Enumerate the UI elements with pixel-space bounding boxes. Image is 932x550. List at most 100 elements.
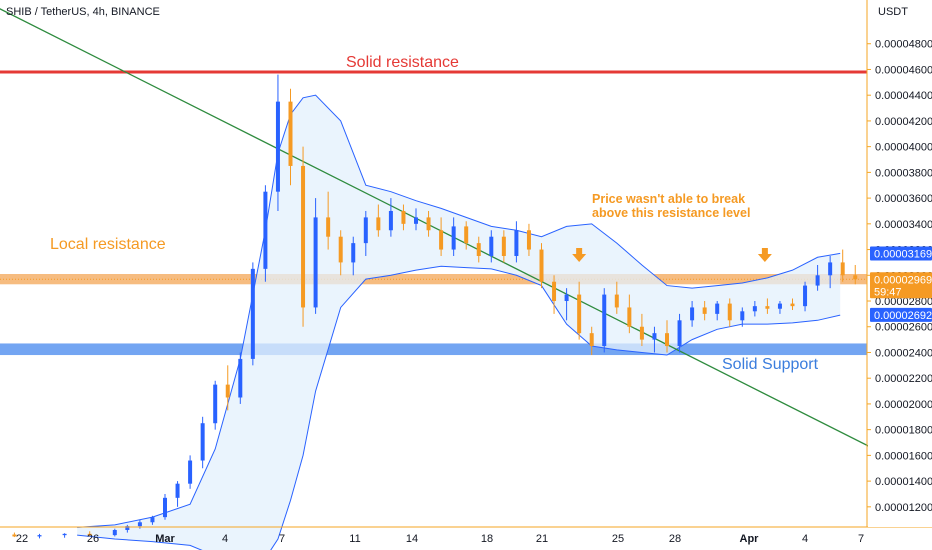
candle-body[interactable] <box>363 217 368 244</box>
x-tick-label: 25 <box>612 533 624 545</box>
candle-body[interactable] <box>702 307 707 314</box>
candle-body[interactable] <box>87 533 92 536</box>
candle-body[interactable] <box>828 262 833 276</box>
y-tick-label: 0.00002400 <box>875 347 932 359</box>
candle-body[interactable] <box>815 275 820 286</box>
candle-body[interactable] <box>501 236 506 256</box>
candle-body[interactable] <box>188 460 193 484</box>
price-tag-value: 0.00003169 <box>874 249 932 261</box>
candle-body[interactable] <box>665 333 669 347</box>
y-tick-label: 0.00003600 <box>875 193 932 205</box>
candle-body[interactable] <box>125 526 130 530</box>
x-tick-label: 7 <box>858 533 864 545</box>
bollinger-lower <box>77 265 841 550</box>
x-tick-label: 22 <box>16 533 28 545</box>
y-tick-label: 0.00002200 <box>875 373 932 385</box>
candle-body[interactable] <box>426 217 431 231</box>
y-tick-label: 0.00002800 <box>875 296 932 308</box>
y-tick-label: 0.00001200 <box>875 502 932 514</box>
candle-body[interactable] <box>401 210 406 224</box>
bollinger-bands <box>77 94 841 550</box>
candle-body[interactable] <box>602 294 607 347</box>
y-tick-label: 0.00004200 <box>875 116 932 128</box>
candle-body[interactable] <box>301 165 306 308</box>
candle-body[interactable] <box>652 333 657 340</box>
candle-body[interactable] <box>288 101 293 166</box>
bands-layer <box>0 70 867 356</box>
candle-body[interactable] <box>213 384 218 424</box>
candle-body[interactable] <box>526 230 531 250</box>
y-axis-panel <box>868 0 932 527</box>
support-band <box>0 343 867 356</box>
candle-body[interactable] <box>12 534 17 537</box>
candle-body[interactable] <box>765 306 770 309</box>
candle-body[interactable] <box>489 236 494 256</box>
annotation-layer: Solid resistance Local resistance Solid Su… <box>50 54 819 373</box>
price-tag <box>870 272 932 299</box>
candle-body[interactable] <box>388 210 393 231</box>
candle-body[interactable] <box>263 191 268 269</box>
candle-body[interactable] <box>539 249 544 282</box>
candle-body[interactable] <box>150 517 155 523</box>
candle-body[interactable] <box>715 303 720 314</box>
candle-body[interactable] <box>464 226 469 244</box>
candles-layer[interactable] <box>0 74 858 539</box>
y-tick-label: 0.00003400 <box>875 219 932 231</box>
candle-body[interactable] <box>853 275 858 280</box>
candle-body[interactable] <box>313 217 318 308</box>
x-tick-label: 7 <box>279 533 285 545</box>
candle-body[interactable] <box>439 230 444 250</box>
candle-body[interactable] <box>627 307 632 327</box>
candle-body[interactable] <box>326 217 331 237</box>
candle-body[interactable] <box>476 243 481 256</box>
candle-body[interactable] <box>200 423 205 461</box>
candle-body[interactable] <box>37 535 42 537</box>
candle-body[interactable] <box>564 294 569 302</box>
candle-body[interactable] <box>376 217 381 231</box>
candle-body[interactable] <box>514 230 519 256</box>
x-tick-label: 14 <box>406 533 418 545</box>
candle-body[interactable] <box>577 294 582 334</box>
candle-body[interactable] <box>614 294 619 308</box>
candle-body[interactable] <box>351 243 356 263</box>
x-tick-label: 18 <box>481 533 493 545</box>
candle-body[interactable] <box>451 226 456 250</box>
candle-body[interactable] <box>690 307 695 321</box>
candle-body[interactable] <box>790 303 795 307</box>
x-tick-label: 11 <box>349 533 360 545</box>
candle-body[interactable] <box>62 533 67 536</box>
candle-body[interactable] <box>275 101 280 192</box>
candle-body[interactable] <box>840 262 845 276</box>
candle-body[interactable] <box>238 358 243 398</box>
candle-body[interactable] <box>740 311 745 321</box>
candle-body[interactable] <box>752 306 757 312</box>
candle-body[interactable] <box>677 320 682 347</box>
candle-body[interactable] <box>777 303 782 309</box>
price-tag <box>870 246 932 261</box>
candle-body[interactable] <box>338 236 343 263</box>
candle-body[interactable] <box>414 217 418 224</box>
candle-body[interactable] <box>163 497 167 518</box>
down-arrow-icon <box>572 247 587 262</box>
price-tag-value: 0.00002969 <box>874 274 932 286</box>
candle-body[interactable] <box>552 281 557 302</box>
candle-body[interactable] <box>589 333 594 347</box>
candle-body[interactable] <box>639 326 644 340</box>
y-tick-label: 0.00001800 <box>875 425 932 437</box>
candle-body[interactable] <box>112 529 117 536</box>
y-tick-label: 0.00004600 <box>875 64 932 76</box>
candle-body[interactable] <box>250 268 255 359</box>
x-tick-label: 21 <box>536 533 548 545</box>
solid-support-label: Solid Support <box>722 356 819 373</box>
candle-body[interactable] <box>225 384 230 398</box>
bollinger-upper <box>77 94 841 528</box>
x-tick-label: Apr <box>740 533 760 545</box>
candle-body[interactable] <box>803 285 808 307</box>
candle-body[interactable] <box>175 483 180 498</box>
y-tick-label: 0.00001400 <box>875 476 932 488</box>
candle-body[interactable] <box>137 522 142 527</box>
y-tick-label: 0.00002000 <box>875 399 932 411</box>
candle-body[interactable] <box>727 303 732 321</box>
